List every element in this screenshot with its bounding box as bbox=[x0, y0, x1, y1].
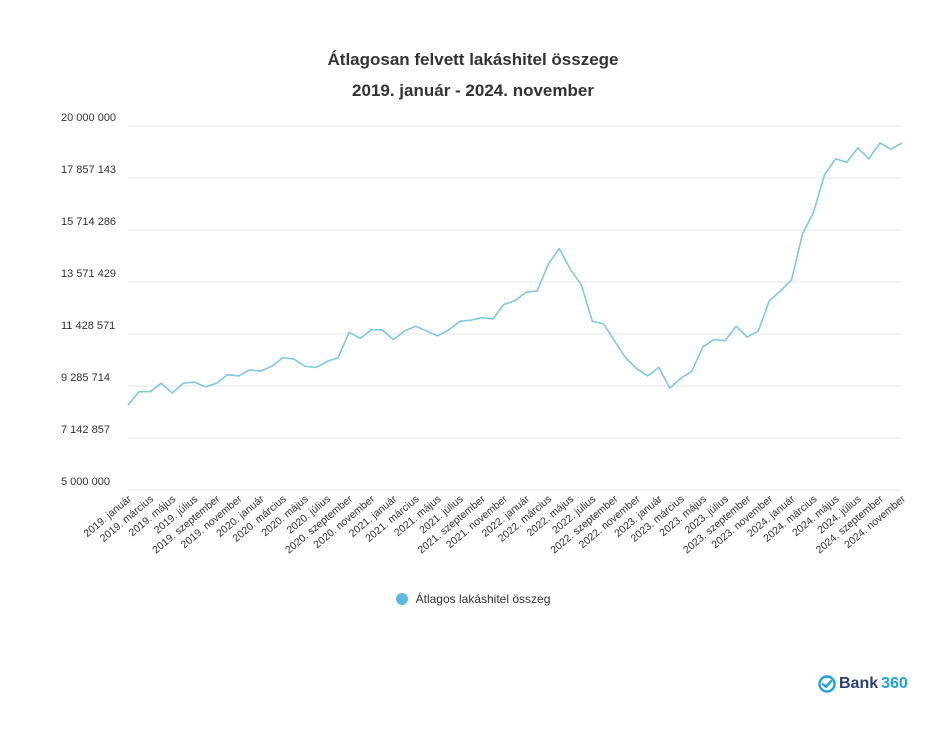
data-point[interactable] bbox=[280, 355, 286, 361]
data-point[interactable] bbox=[844, 159, 850, 165]
check-circle-icon bbox=[818, 675, 836, 693]
data-point[interactable] bbox=[623, 355, 629, 361]
data-point[interactable] bbox=[866, 156, 872, 162]
data-point[interactable] bbox=[302, 363, 308, 369]
legend-marker-icon bbox=[395, 593, 408, 605]
data-point[interactable] bbox=[390, 337, 396, 343]
data-point[interactable] bbox=[556, 246, 562, 252]
y-tick-label: 5 000 000 bbox=[61, 476, 110, 488]
data-point[interactable] bbox=[247, 367, 253, 373]
data-point[interactable] bbox=[158, 380, 164, 386]
data-point[interactable] bbox=[501, 301, 507, 307]
data-point[interactable] bbox=[335, 355, 341, 361]
data-point[interactable] bbox=[811, 209, 817, 215]
y-tick-label: 20 000 000 bbox=[61, 112, 116, 124]
data-point[interactable] bbox=[877, 140, 883, 146]
data-point[interactable] bbox=[147, 389, 153, 395]
data-point[interactable] bbox=[180, 380, 186, 386]
chart-title: Átlagosan felvett lakáshitel összege bbox=[327, 50, 619, 69]
data-point[interactable] bbox=[744, 334, 750, 340]
data-point[interactable] bbox=[225, 372, 231, 378]
data-point[interactable] bbox=[545, 261, 551, 267]
data-point[interactable] bbox=[424, 328, 430, 334]
data-point[interactable] bbox=[689, 368, 695, 374]
data-point[interactable] bbox=[777, 288, 783, 294]
data-point[interactable] bbox=[888, 146, 894, 152]
data-point[interactable] bbox=[346, 329, 352, 335]
data-point[interactable] bbox=[191, 379, 197, 385]
data-point[interactable] bbox=[435, 333, 441, 339]
data-point[interactable] bbox=[722, 338, 728, 344]
data-point[interactable] bbox=[855, 145, 861, 151]
data-point[interactable] bbox=[479, 315, 485, 321]
series-line bbox=[127, 142, 903, 406]
chart-subtitle: 2019. január - 2024. november bbox=[352, 81, 594, 100]
data-point[interactable] bbox=[357, 335, 363, 341]
data-point[interactable] bbox=[468, 317, 474, 323]
data-point[interactable] bbox=[634, 366, 640, 372]
data-point[interactable] bbox=[412, 323, 418, 329]
data-point[interactable] bbox=[291, 356, 297, 362]
data-point[interactable] bbox=[169, 390, 175, 396]
data-point[interactable] bbox=[368, 327, 374, 333]
y-tick-label: 15 714 286 bbox=[61, 216, 116, 228]
data-point[interactable] bbox=[236, 373, 242, 379]
data-point[interactable] bbox=[379, 327, 385, 333]
data-point[interactable] bbox=[667, 385, 673, 391]
data-point[interactable] bbox=[612, 338, 618, 344]
data-point[interactable] bbox=[600, 321, 606, 327]
data-point[interactable] bbox=[136, 389, 142, 395]
legend[interactable]: Átlagos lakáshitel összeg bbox=[0, 592, 946, 606]
data-point[interactable] bbox=[125, 402, 131, 408]
data-point[interactable] bbox=[589, 318, 595, 324]
data-point[interactable] bbox=[799, 231, 805, 237]
data-point[interactable] bbox=[258, 368, 264, 374]
y-tick-label: 11 428 571 bbox=[61, 320, 115, 332]
data-point[interactable] bbox=[490, 316, 496, 322]
legend-label: Átlagos lakáshitel összeg bbox=[415, 592, 551, 606]
grid-lines bbox=[128, 125, 902, 491]
data-point[interactable] bbox=[822, 172, 828, 178]
data-point[interactable] bbox=[711, 337, 717, 343]
y-tick-label: 7 142 857 bbox=[61, 424, 110, 436]
data-point[interactable] bbox=[766, 298, 772, 304]
y-tick-label: 13 571 429 bbox=[61, 268, 116, 280]
brand-number: 360 bbox=[881, 675, 908, 692]
data-point[interactable] bbox=[733, 323, 739, 329]
data-point[interactable] bbox=[512, 298, 518, 304]
data-point[interactable] bbox=[202, 384, 208, 390]
y-tick-label: 9 285 714 bbox=[61, 372, 110, 384]
data-point[interactable] bbox=[446, 327, 452, 333]
data-point[interactable] bbox=[269, 363, 275, 369]
data-point[interactable] bbox=[324, 358, 330, 364]
data-point[interactable] bbox=[899, 140, 905, 146]
y-axis-ticks: 20 000 000 17 857 143 15 714 286 13 571 429… bbox=[61, 112, 116, 488]
data-point[interactable] bbox=[578, 282, 584, 288]
data-point[interactable] bbox=[534, 288, 540, 294]
data-point[interactable] bbox=[313, 364, 319, 370]
data-point[interactable] bbox=[788, 277, 794, 283]
series-layer bbox=[125, 140, 905, 408]
y-tick-label: 17 857 143 bbox=[61, 164, 116, 176]
data-point[interactable] bbox=[678, 375, 684, 381]
data-point[interactable] bbox=[401, 328, 407, 334]
data-point[interactable] bbox=[457, 318, 463, 324]
data-point[interactable] bbox=[833, 156, 839, 162]
data-point[interactable] bbox=[567, 266, 573, 272]
brand-name: Bank bbox=[839, 675, 879, 692]
data-point[interactable] bbox=[755, 328, 761, 334]
data-point[interactable] bbox=[213, 380, 219, 386]
data-point[interactable] bbox=[656, 364, 662, 370]
data-point[interactable] bbox=[700, 344, 706, 350]
data-point[interactable] bbox=[523, 289, 529, 295]
data-point[interactable] bbox=[645, 373, 651, 379]
brand-logo: Bank 360 bbox=[818, 675, 908, 693]
